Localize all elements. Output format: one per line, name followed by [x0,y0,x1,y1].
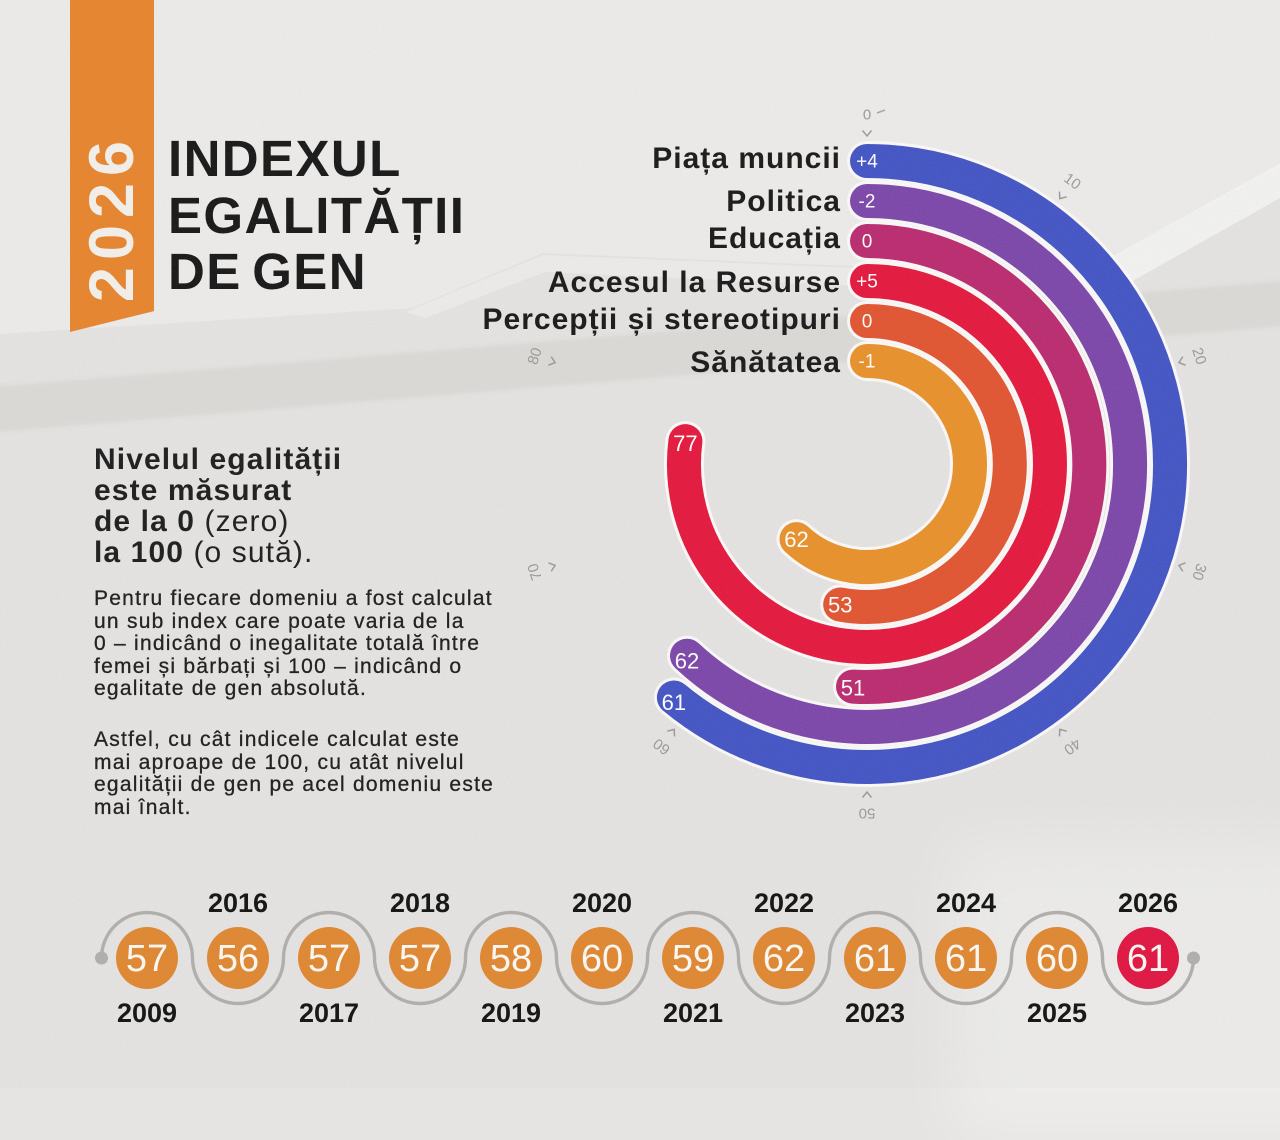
svg-text:61: 61 [854,938,896,980]
svg-text:51: 51 [841,676,865,701]
svg-text:56: 56 [217,938,259,980]
svg-text:-1: -1 [859,352,876,373]
svg-text:0: 0 [862,312,873,333]
svg-text:2021: 2021 [663,998,723,1028]
svg-text:61: 61 [945,938,987,980]
svg-text:57: 57 [308,938,350,980]
svg-text:2023: 2023 [845,998,905,1028]
svg-text:2017: 2017 [299,998,359,1028]
svg-text:10: 10 [1060,170,1083,194]
svg-text:62: 62 [763,938,805,980]
svg-text:2022: 2022 [754,888,814,918]
svg-text:30: 30 [1188,561,1209,582]
svg-text:60: 60 [650,735,673,759]
svg-text:53: 53 [828,593,852,618]
svg-text:2020: 2020 [572,888,632,918]
svg-text:20: 20 [1188,346,1209,367]
svg-text:2009: 2009 [117,998,177,1028]
svg-text:62: 62 [784,527,808,552]
svg-text:61: 61 [662,690,686,715]
svg-text:60: 60 [1036,938,1078,980]
svg-text:2026: 2026 [1118,888,1178,918]
svg-text:0: 0 [863,107,871,124]
svg-text:80: 80 [524,346,545,367]
svg-text:50: 50 [859,805,876,822]
svg-text:40: 40 [1060,735,1083,759]
svg-text:2025: 2025 [1027,998,1087,1028]
svg-text:+4: +4 [856,152,878,173]
svg-text:57: 57 [126,938,168,980]
svg-text:2019: 2019 [481,998,541,1028]
svg-text:61: 61 [1127,938,1169,980]
svg-text:-2: -2 [859,192,876,213]
svg-text:77: 77 [673,431,697,456]
svg-text:0: 0 [862,232,873,253]
svg-text:59: 59 [672,938,714,980]
svg-text:2024: 2024 [936,888,996,918]
svg-text:57: 57 [399,938,441,980]
svg-text:60: 60 [581,938,623,980]
svg-text:+5: +5 [856,272,878,293]
svg-text:58: 58 [490,938,532,980]
svg-text:70: 70 [524,561,545,582]
svg-text:2018: 2018 [390,888,450,918]
svg-text:2016: 2016 [208,888,268,918]
svg-text:62: 62 [675,649,699,674]
